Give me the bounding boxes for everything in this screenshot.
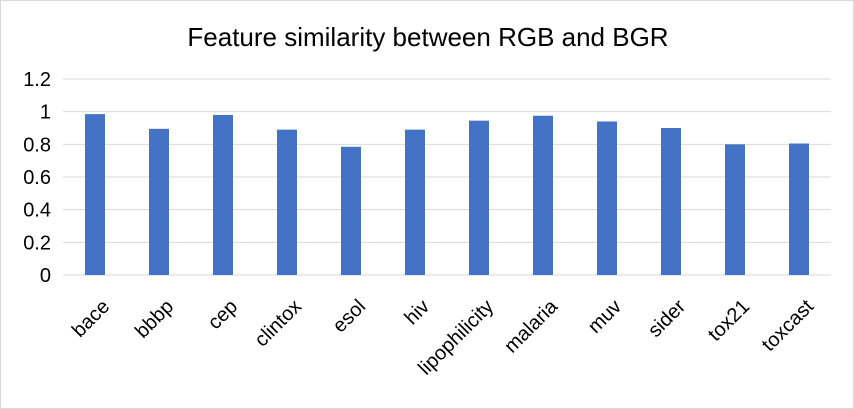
- bar-sider: [661, 128, 681, 275]
- y-tick-label: 1: [40, 102, 51, 124]
- x-tick-label-malaria: malaria: [500, 295, 563, 358]
- y-tick-label: 0.8: [23, 134, 51, 156]
- x-tick-label-esol: esol: [329, 296, 371, 338]
- y-tick-label: 0.4: [23, 200, 51, 222]
- x-tick-label-sider: sider: [644, 295, 690, 341]
- bar-cep: [213, 114, 233, 275]
- x-tick-label-muv: muv: [584, 296, 626, 338]
- x-tick-label-toxcast: toxcast: [758, 295, 819, 356]
- bar-muv: [597, 121, 617, 275]
- bar-lipophilicity: [469, 120, 489, 276]
- y-tick-label: 0: [40, 265, 51, 287]
- y-tick-label: 0.6: [23, 167, 51, 189]
- bar-malaria: [533, 115, 553, 275]
- bar-bace: [85, 114, 105, 275]
- y-axis-ticks: 0 0.2 0.4 0.6 0.8 1 1.2: [23, 69, 51, 287]
- y-tick-label: 0.2: [23, 232, 51, 254]
- bar-tox21: [725, 144, 745, 275]
- bar-clintox: [277, 129, 297, 275]
- x-tick-label-tox21: tox21: [704, 296, 754, 346]
- y-tick-label: 1.2: [23, 69, 51, 91]
- bar-hiv: [405, 129, 425, 275]
- x-tick-label-cep: cep: [204, 296, 242, 334]
- bar-esol: [341, 146, 361, 275]
- x-tick-label-hiv: hiv: [401, 296, 435, 330]
- x-tick-label-bbbp: bbbp: [131, 296, 178, 343]
- bar-toxcast: [789, 143, 809, 275]
- bars: [85, 114, 809, 276]
- chart-title: Feature similarity between RGB and BGR: [187, 22, 668, 52]
- gridlines: [63, 78, 831, 276]
- bar-bbbp: [149, 128, 169, 275]
- x-tick-label-clintox: clintox: [250, 296, 306, 352]
- x-tick-label-bace: bace: [68, 296, 114, 342]
